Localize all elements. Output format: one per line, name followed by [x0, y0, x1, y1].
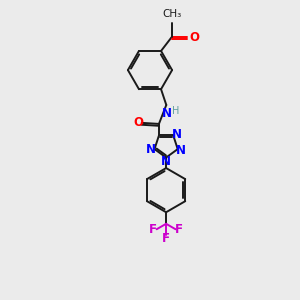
- Text: H: H: [172, 106, 180, 116]
- Text: O: O: [190, 31, 200, 44]
- Text: F: F: [176, 223, 183, 236]
- Text: N: N: [176, 144, 186, 157]
- Text: N: N: [162, 107, 172, 120]
- Text: CH₃: CH₃: [162, 9, 181, 19]
- Text: O: O: [134, 116, 143, 129]
- Text: N: N: [172, 128, 182, 141]
- Text: N: N: [146, 142, 156, 156]
- Text: F: F: [149, 223, 157, 236]
- Text: N: N: [161, 155, 171, 168]
- Text: F: F: [162, 232, 170, 245]
